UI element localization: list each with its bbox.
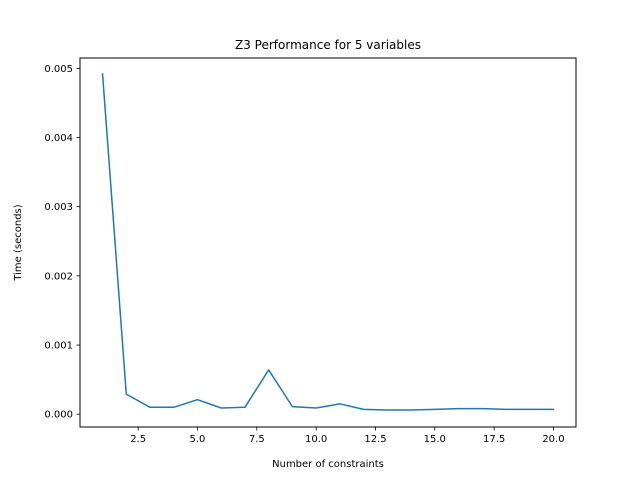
y-tick-label: 0.004 <box>44 133 73 144</box>
x-tick-label: 5.0 <box>190 434 206 445</box>
plot-frame <box>79 57 577 428</box>
y-tick-label: 0.003 <box>44 202 73 213</box>
x-tick-label: 10.0 <box>305 434 327 445</box>
y-tick-label: 0.001 <box>44 341 73 352</box>
y-tick-label: 0.002 <box>44 271 73 282</box>
series-layer <box>101 73 555 411</box>
y-axis-label: Time (seconds) <box>13 204 24 281</box>
x-tick-label: 15.0 <box>424 434 446 445</box>
series-line <box>101 73 555 411</box>
y-axis-ticks: 0.000 0.001 0.002 0.003 0.004 0.005 <box>44 64 80 421</box>
y-tick-label: 0.000 <box>44 410 73 421</box>
x-tick-label: 20.0 <box>542 434 564 445</box>
x-axis-ticks: 2.5 5.0 7.5 10.0 12.5 15.0 17.5 20.0 <box>130 427 565 445</box>
y-tick-label: 0.005 <box>44 64 73 75</box>
plot-area <box>80 58 576 427</box>
x-tick-label: 2.5 <box>130 434 146 445</box>
chart-title: Z3 Performance for 5 variables <box>235 38 421 52</box>
x-tick-label: 17.5 <box>483 434 505 445</box>
x-tick-label: 7.5 <box>249 434 265 445</box>
x-axis-label: Number of constraints <box>272 459 384 470</box>
x-tick-label: 12.5 <box>364 434 386 445</box>
